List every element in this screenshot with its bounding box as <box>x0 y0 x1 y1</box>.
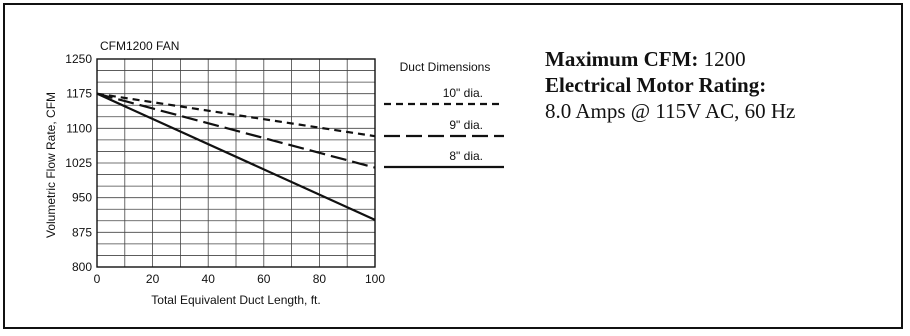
series-line <box>96 92 376 169</box>
series-line <box>96 92 376 138</box>
legend-label: 10" dia. <box>443 86 483 100</box>
y-tick-label: 800 <box>72 260 92 274</box>
x-tick-label: 0 <box>94 272 101 286</box>
y-tick-label: 875 <box>72 225 92 239</box>
axis-ticks: 0 20 40 60 80 100 800 875 950 1025 1100 1175 1250 <box>65 52 385 286</box>
legend-title: Duct Dimensions <box>400 60 491 74</box>
plot-border <box>96 58 376 268</box>
y-axis-label: Volumetric Flow Rate, CFM <box>44 92 58 238</box>
fan-specs: Maximum CFM: 1200 Electrical Motor Ratin… <box>545 46 795 124</box>
x-tick-label: 60 <box>257 272 271 286</box>
max-cfm-label: Maximum CFM: <box>545 47 699 71</box>
x-tick-label: 20 <box>146 272 160 286</box>
max-cfm-line: Maximum CFM: 1200 <box>545 46 795 72</box>
series-line <box>96 92 376 221</box>
chart-title: CFM1200 FAN <box>100 39 179 53</box>
x-tick-label: 40 <box>202 272 216 286</box>
x-tick-label: 80 <box>313 272 327 286</box>
legend: 10" dia. 9" dia. 8" dia. <box>384 86 504 169</box>
y-tick-label: 1025 <box>65 156 92 170</box>
chart-grid <box>96 58 376 268</box>
x-tick-label: 100 <box>365 272 385 286</box>
y-tick-label: 1175 <box>66 87 92 101</box>
legend-label: 9" dia. <box>449 118 483 132</box>
x-axis-label: Total Equivalent Duct Length, ft. <box>151 293 320 307</box>
y-tick-label: 1250 <box>65 52 92 66</box>
y-tick-label: 1100 <box>66 121 92 135</box>
y-tick-label: 950 <box>72 191 92 205</box>
series-lines <box>96 92 376 221</box>
motor-rating-value: 8.0 Amps @ 115V AC, 60 Hz <box>545 99 796 123</box>
max-cfm-value: 1200 <box>703 47 746 71</box>
motor-rating-label: Electrical Motor Rating: <box>545 73 767 97</box>
legend-label: 8" dia. <box>449 149 483 163</box>
